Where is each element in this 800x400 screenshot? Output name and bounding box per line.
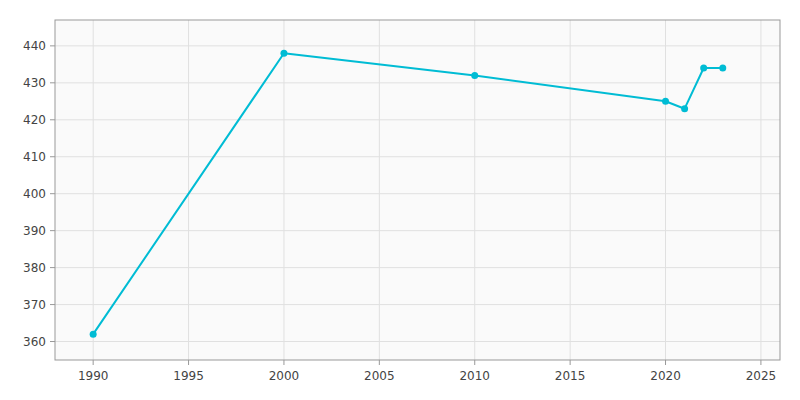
y-grid-line xyxy=(55,119,780,120)
x-tick xyxy=(379,360,380,365)
x-tick-label: 2005 xyxy=(364,369,395,383)
x-grid-line xyxy=(665,20,666,360)
y-tick-label: 440 xyxy=(23,39,46,53)
y-tick xyxy=(50,82,55,83)
y-tick xyxy=(50,45,55,46)
marker xyxy=(662,98,669,105)
x-tick-label: 1995 xyxy=(173,369,204,383)
y-grid-line xyxy=(55,267,780,268)
y-grid-line xyxy=(55,156,780,157)
y-tick xyxy=(50,230,55,231)
x-tick xyxy=(93,360,94,365)
y-tick xyxy=(50,193,55,194)
marker xyxy=(90,331,97,338)
y-tick xyxy=(50,119,55,120)
chart-svg: 1990 1995 2000 2005 2010 2015 2020 2025 360 370 38… xyxy=(0,0,800,400)
y-tick xyxy=(50,341,55,342)
y-tick xyxy=(50,304,55,305)
x-tick xyxy=(760,360,761,365)
x-tick xyxy=(188,360,189,365)
x-tick-label: 1990 xyxy=(78,369,109,383)
x-grid-line xyxy=(188,20,189,360)
axes: 1990 1995 2000 2005 2010 2015 2020 2025 360 370 38… xyxy=(23,39,776,383)
x-tick xyxy=(474,360,475,365)
y-tick-label: 410 xyxy=(23,150,46,164)
x-grid-line xyxy=(760,20,761,360)
y-grid-line xyxy=(55,193,780,194)
y-tick-label: 370 xyxy=(23,298,46,312)
y-tick-label: 360 xyxy=(23,335,46,349)
y-tick xyxy=(50,267,55,268)
x-tick xyxy=(283,360,284,365)
y-grid-line xyxy=(55,341,780,342)
x-tick-label: 2025 xyxy=(746,369,777,383)
grid xyxy=(55,20,780,360)
x-tick-label: 2015 xyxy=(555,369,586,383)
y-tick-label: 400 xyxy=(23,187,46,201)
marker xyxy=(719,65,726,72)
y-grid-line xyxy=(55,45,780,46)
x-grid-line xyxy=(93,20,94,360)
x-tick xyxy=(570,360,571,365)
x-grid-line xyxy=(570,20,571,360)
x-grid-line xyxy=(283,20,284,360)
plot-frame xyxy=(55,20,780,360)
plot-background xyxy=(55,20,780,360)
y-tick-label: 420 xyxy=(23,113,46,127)
y-grid-line xyxy=(55,82,780,83)
line xyxy=(93,53,723,334)
data-layer xyxy=(90,50,727,338)
marker xyxy=(681,105,688,112)
x-tick-label: 2020 xyxy=(650,369,681,383)
y-grid-line xyxy=(55,304,780,305)
x-tick-label: 2000 xyxy=(269,369,300,383)
y-tick-label: 380 xyxy=(23,261,46,275)
y-tick-label: 430 xyxy=(23,76,46,90)
x-tick xyxy=(665,360,666,365)
x-tick-label: 2010 xyxy=(459,369,490,383)
y-tick-label: 390 xyxy=(23,224,46,238)
marker xyxy=(471,72,478,79)
chart-container: 1990 1995 2000 2005 2010 2015 2020 2025 360 370 38… xyxy=(0,0,800,400)
x-grid-line xyxy=(379,20,380,360)
marker xyxy=(280,50,287,57)
x-grid-line xyxy=(474,20,475,360)
marker xyxy=(700,65,707,72)
y-tick xyxy=(50,156,55,157)
